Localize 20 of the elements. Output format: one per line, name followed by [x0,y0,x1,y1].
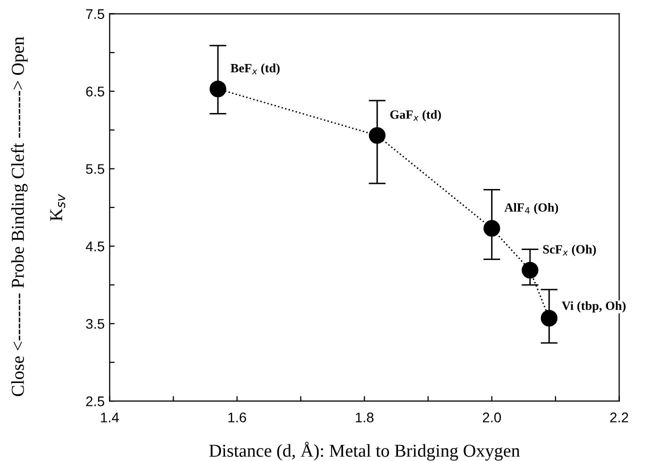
point [522,262,538,279]
annotation: AlF$_{4}$ (Oh) [504,202,558,214]
y-axis-title: K$_{sv}$ [50,194,66,221]
x-tick-label: 1.6 [228,412,246,422]
annotation: GaF$_{x}$ (td) [390,110,441,122]
y-tick-label: 4.5 [86,242,104,252]
x-tick-label: 1.8 [356,412,374,422]
y-tick-label: 6.5 [86,86,104,96]
x-tick-label: 2.0 [482,412,501,422]
y-tick-label: 3.5 [86,318,104,329]
text: Close <-------- Probe Binding Cleft --------> Open [11,36,28,396]
y-tick-label: 2.5 [86,396,104,406]
annotation: Vi (tbp, Oh) [562,301,626,313]
x-tick-label: 1.4 [101,412,119,422]
y-tick-label: 7.5 [86,9,104,19]
x-axis-title: Distance (d, Å): Metal to Bridging Oxygen [209,442,520,461]
y-tick-label: 5.5 [86,164,104,174]
annotation: BeF$_{x}$ (td) [230,64,280,75]
annotation: ScF$_{x}$ (Oh) [543,244,596,256]
x-tick-label: 2.2 [610,412,628,422]
